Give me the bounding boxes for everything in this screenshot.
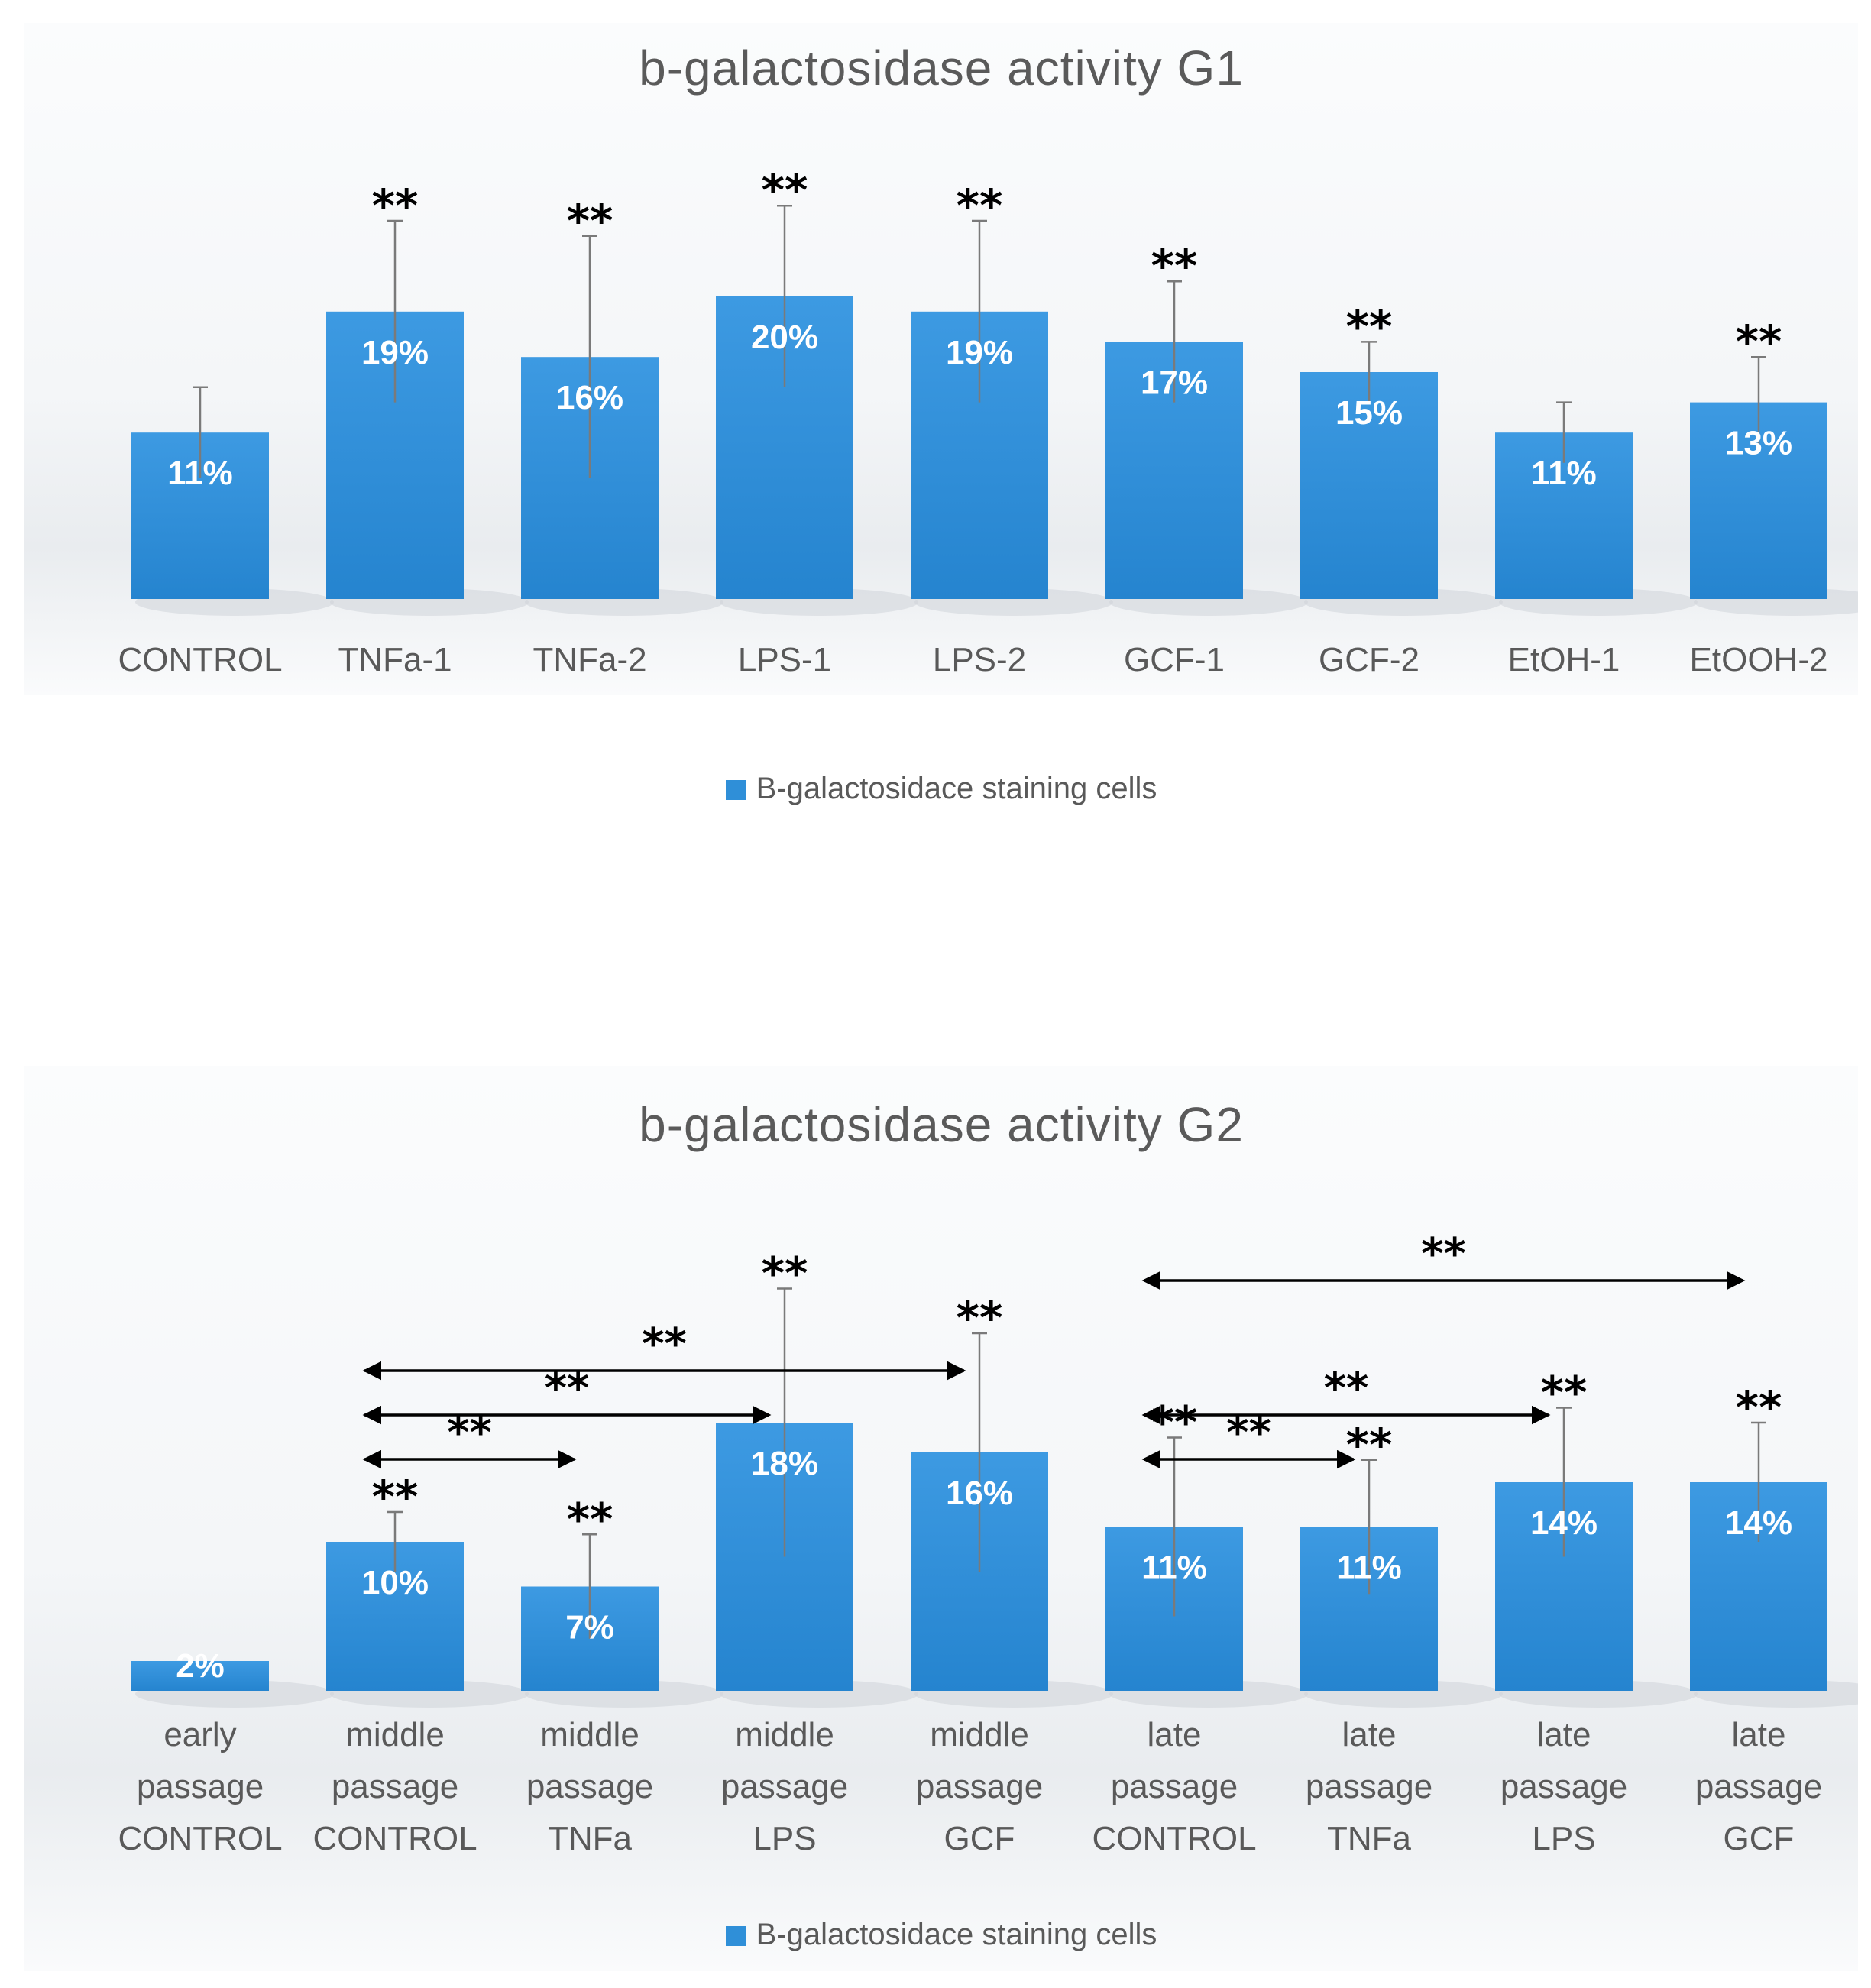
significance-marker: ** xyxy=(957,180,1003,232)
data-label: 2% xyxy=(176,1647,225,1685)
data-label: 17% xyxy=(1141,364,1208,401)
significance-marker: ** xyxy=(567,1493,613,1545)
tick-label: passage xyxy=(1111,1768,1238,1805)
tick-label: GCF-2 xyxy=(1319,641,1419,678)
legend-label: B-galactosidace staining cells xyxy=(756,772,1157,805)
tick-label: LPS xyxy=(1532,1820,1595,1857)
significance-marker: ** xyxy=(1541,1367,1588,1419)
tick-label: TNFa-2 xyxy=(532,641,646,678)
tick-label: passage xyxy=(721,1768,848,1805)
tick-label: passage xyxy=(916,1768,1043,1805)
tick-label: late xyxy=(1732,1716,1786,1753)
legend: B-galactosidace staining cells xyxy=(24,772,1858,806)
tick-label: GCF-1 xyxy=(1124,641,1225,678)
data-label: 15% xyxy=(1335,394,1403,432)
significance-marker: ** xyxy=(762,1248,808,1300)
bracket-label: ** xyxy=(1421,1229,1466,1279)
tick-label: GCF xyxy=(1724,1820,1795,1857)
data-label: 16% xyxy=(946,1475,1013,1512)
bar xyxy=(131,1661,269,1691)
significance-marker: ** xyxy=(1736,1381,1782,1433)
tick-label: passage xyxy=(1306,1768,1432,1805)
legend-swatch xyxy=(725,780,746,800)
legend: B-galactosidace staining cells xyxy=(24,1918,1858,1952)
tick-label: passage xyxy=(332,1768,458,1805)
tick-label: passage xyxy=(1500,1768,1627,1805)
tick-label: LPS xyxy=(753,1820,816,1857)
significance-marker: ** xyxy=(957,1292,1003,1344)
data-label: 19% xyxy=(946,334,1013,371)
significance-marker: ** xyxy=(372,180,419,232)
tick-label: middle xyxy=(930,1716,1029,1753)
tick-label: EtOH-1 xyxy=(1508,641,1620,678)
data-label: 20% xyxy=(751,319,818,356)
legend-label: B-galactosidace staining cells xyxy=(756,1918,1157,1951)
data-label: 14% xyxy=(1725,1504,1792,1542)
tick-label: LPS-1 xyxy=(738,641,831,678)
significance-marker: ** xyxy=(1736,316,1782,367)
chart-g1-plot: 11% CONTROL 19% ** TNFa-1 16% ** TNFa-2 20% ** LPS… xyxy=(118,164,1858,678)
tick-label: middle xyxy=(540,1716,639,1753)
data-label: 16% xyxy=(556,379,623,416)
tick-label: TNFa xyxy=(548,1820,633,1857)
bracket-label: ** xyxy=(1324,1364,1369,1413)
data-label: 11% xyxy=(167,455,233,492)
significance-marker: ** xyxy=(372,1471,419,1523)
chart-g2-plot: 2% early passage CONTROL 10% ** middle passage C… xyxy=(118,1229,1858,1857)
bar xyxy=(1300,372,1438,599)
data-label: 14% xyxy=(1530,1504,1597,1542)
tick-label: TNFa xyxy=(1327,1820,1412,1857)
chart-g1: b-galactosidase activity G1 11% CONTROL 19… xyxy=(24,23,1858,805)
data-label: 18% xyxy=(751,1445,818,1482)
tick-label: passage xyxy=(526,1768,653,1805)
chart-g2: b-galactosidase activity G2 2% early passa… xyxy=(24,1066,1858,1971)
data-label: 11% xyxy=(1141,1549,1207,1587)
tick-label: middle xyxy=(735,1716,834,1753)
tick-label: CONTROL xyxy=(312,1820,477,1857)
significance-marker: ** xyxy=(762,164,808,216)
bracket-label: ** xyxy=(642,1319,687,1369)
significance-marker: ** xyxy=(1346,300,1393,352)
chart-title: b-galactosidase activity G2 xyxy=(639,1097,1244,1152)
significance-marker: ** xyxy=(1346,1419,1393,1471)
tick-label: LPS-2 xyxy=(933,641,1026,678)
tick-label: EtOOH-2 xyxy=(1690,641,1828,678)
significance-marker: ** xyxy=(567,195,613,247)
tick-label: TNFa-1 xyxy=(338,641,452,678)
data-label: 19% xyxy=(361,334,429,371)
tick-label: CONTROL xyxy=(118,1820,282,1857)
tick-label: middle xyxy=(345,1716,445,1753)
tick-label: late xyxy=(1342,1716,1397,1753)
tick-label: late xyxy=(1148,1716,1202,1753)
tick-label: late xyxy=(1537,1716,1591,1753)
tick-label: passage xyxy=(137,1768,264,1805)
data-label: 13% xyxy=(1725,425,1792,462)
significance-marker: ** xyxy=(1151,240,1198,292)
tick-label: early xyxy=(163,1716,236,1753)
significance-marker: ** xyxy=(1151,1397,1198,1449)
tick-label: CONTROL xyxy=(1092,1820,1256,1857)
tick-label: CONTROL xyxy=(118,641,282,678)
legend-swatch xyxy=(725,1926,746,1946)
chart-title: b-galactosidase activity G1 xyxy=(639,40,1244,96)
data-label: 7% xyxy=(565,1609,614,1646)
tick-label: passage xyxy=(1695,1768,1822,1805)
data-label: 10% xyxy=(361,1564,429,1601)
tick-label: GCF xyxy=(944,1820,1015,1857)
data-label: 11% xyxy=(1531,455,1597,492)
data-label: 11% xyxy=(1336,1549,1402,1587)
